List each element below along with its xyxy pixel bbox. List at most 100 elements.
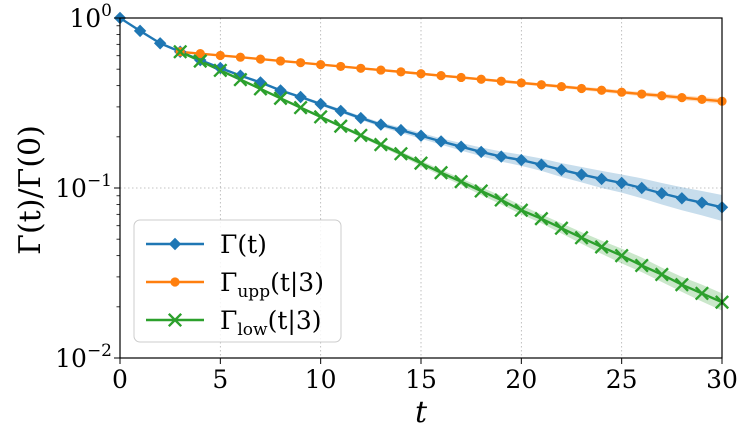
point-series-3 [173, 44, 188, 59]
point-series-2 [576, 83, 587, 94]
legend-label: Γ(t) [220, 230, 267, 259]
point-series-3 [353, 128, 368, 143]
point-series-2 [235, 52, 245, 62]
point-series-2 [556, 81, 567, 92]
point-series-1 [615, 176, 628, 190]
point-series-1 [434, 135, 448, 148]
point-series-3 [413, 156, 429, 171]
point-series-3 [253, 81, 268, 96]
point-series-2 [677, 93, 687, 103]
point-series-1 [475, 145, 488, 159]
point-series-2 [275, 56, 286, 66]
legend-label: Γlow(t|3) [220, 306, 321, 340]
point-series-3 [454, 174, 469, 189]
point-series-3 [474, 183, 489, 199]
y-tick-label: 10−2 [55, 341, 112, 373]
point-series-3 [373, 137, 388, 152]
point-series-3 [333, 119, 348, 134]
point-series-3 [674, 277, 689, 292]
point-series-3 [393, 146, 408, 161]
point-series-2 [356, 63, 366, 73]
point-series-1 [635, 181, 648, 195]
point-series-1 [655, 187, 668, 200]
point-series-2 [536, 80, 547, 90]
point-series-1 [555, 163, 568, 176]
point-series-2 [697, 94, 707, 105]
line-series-3 [179, 50, 723, 304]
point-series-2 [416, 69, 426, 79]
band-series-3 [180, 51, 722, 311]
legend-marker [168, 237, 182, 251]
point-series-2 [436, 71, 446, 81]
point-series-1 [495, 150, 508, 163]
point-series-3 [213, 63, 228, 78]
point-series-1 [314, 97, 327, 111]
point-series-1 [294, 90, 307, 104]
legend-marker [167, 312, 183, 328]
point-series-1 [133, 24, 147, 38]
point-series-3 [534, 211, 549, 226]
point-series-1 [535, 158, 548, 171]
x-axis-label: t [415, 395, 428, 430]
point-series-3 [233, 72, 248, 87]
point-series-2 [456, 72, 466, 83]
point-series-3 [514, 203, 529, 218]
point-series-3 [614, 248, 629, 263]
x-tick-label: 30 [706, 365, 738, 394]
point-series-2 [255, 54, 266, 64]
legend: Γ(t) Γupp(t|3) Γlow(t|3) [133, 219, 342, 343]
point-series-3 [494, 192, 509, 208]
x-tick-label: 5 [212, 365, 228, 394]
series-markers [113, 11, 730, 310]
point-series-1 [234, 69, 247, 82]
x-tick-label: 15 [405, 365, 437, 394]
band-series-1 [120, 18, 722, 221]
y-tick-label: 10−1 [55, 171, 112, 203]
x-tick-label: 25 [606, 365, 638, 394]
point-series-2 [597, 85, 607, 95]
axis-ticks: 0 5 10 15 20 25 30 100 10−1 10−2 [55, 1, 738, 394]
point-series-1 [695, 196, 709, 209]
x-tick-label: 0 [112, 365, 128, 394]
point-series-1 [394, 123, 408, 137]
line-series-2 [180, 50, 723, 103]
point-series-1 [675, 192, 689, 205]
legend-marker [170, 277, 180, 287]
point-series-1 [595, 172, 608, 186]
point-series-2 [516, 78, 526, 88]
point-series-2 [195, 49, 205, 59]
y-tick-label: 100 [69, 1, 112, 33]
x-tick-label: 10 [305, 365, 337, 394]
legend-entries: Γ(t) Γupp(t|3) Γlow(t|3) [146, 230, 324, 340]
point-series-2 [617, 87, 627, 97]
point-series-1 [354, 111, 367, 125]
point-series-2 [657, 91, 667, 101]
x-tick-label: 20 [505, 365, 537, 394]
point-series-1 [515, 153, 528, 167]
point-series-2 [336, 61, 346, 72]
point-series-2 [396, 67, 406, 77]
point-series-1 [153, 37, 167, 50]
point-series-2 [476, 74, 486, 84]
point-series-3 [594, 239, 609, 255]
point-series-1 [374, 118, 388, 131]
point-series-3 [554, 221, 569, 236]
point-series-1 [454, 140, 468, 153]
point-series-3 [694, 286, 709, 301]
point-series-3 [273, 91, 288, 106]
y-axis-label: Γ(t)/Γ(0) [13, 125, 48, 255]
point-series-2 [637, 89, 647, 99]
point-series-3 [434, 165, 449, 180]
point-series-3 [193, 54, 208, 69]
point-series-2 [215, 50, 225, 61]
point-series-3 [634, 258, 649, 273]
point-series-2 [296, 58, 306, 68]
legend-label: Γupp(t|3) [220, 268, 324, 302]
point-series-3 [293, 100, 308, 115]
point-series-2 [316, 59, 326, 70]
point-series-2 [496, 76, 506, 86]
point-series-1 [575, 168, 588, 181]
point-series-1 [414, 129, 428, 142]
point-series-3 [654, 267, 669, 282]
